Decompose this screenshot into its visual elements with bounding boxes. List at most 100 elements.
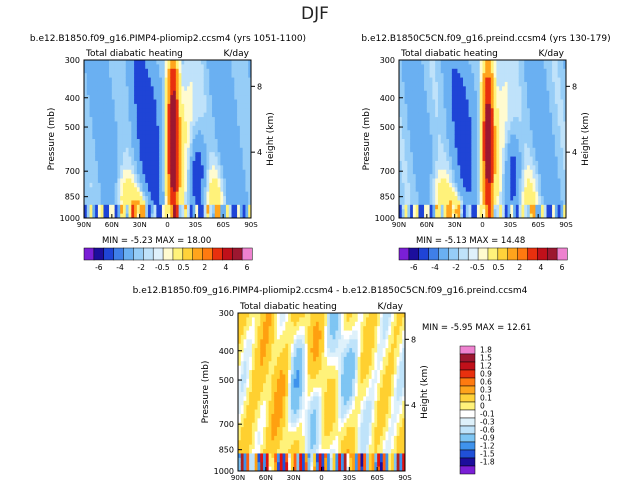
heatmap-cell (404, 174, 408, 179)
heatmap-cell (136, 191, 141, 197)
heatmap-cell (518, 204, 522, 210)
heatmap-cell (263, 457, 267, 463)
heatmap-cell (212, 147, 216, 153)
heatmap-cell (200, 117, 205, 122)
heatmap-cell (538, 200, 542, 206)
heatmap-cell (418, 99, 422, 105)
heatmap-cell (120, 112, 124, 118)
heatmap-cell (117, 112, 121, 118)
heatmap-cell (195, 99, 199, 105)
heatmap-cell (145, 200, 149, 206)
heatmap-cell (228, 174, 232, 179)
heatmap-cell (557, 169, 561, 175)
heatmap-cell (493, 160, 497, 166)
heatmap-cell (192, 134, 196, 140)
heatmap-cell (254, 400, 258, 406)
heatmap-cell (515, 117, 520, 122)
heatmap-cell (237, 178, 241, 184)
heatmap-cell (507, 86, 511, 92)
heatmap-cell (254, 387, 258, 393)
heatmap-cell (435, 130, 439, 136)
heatmap-cell (86, 200, 90, 206)
heatmap-cell (181, 204, 185, 210)
heatmap-cell (426, 112, 431, 118)
heatmap-cell (164, 139, 168, 144)
heatmap-cell (482, 125, 486, 131)
heatmap-cell (114, 99, 118, 105)
heatmap-cell (225, 68, 230, 74)
heatmap-cell (111, 200, 116, 206)
heatmap-cell (432, 160, 436, 166)
heatmap-cell (131, 139, 135, 144)
heatmap-cell (178, 99, 182, 105)
heatmap-cell (234, 68, 238, 74)
heatmap-cell (212, 165, 216, 171)
heatmap-cell (153, 108, 157, 114)
heatmap-cell (451, 73, 456, 78)
heatmap-cell (231, 160, 235, 166)
heatmap-cell (426, 174, 431, 179)
heatmap-cell (552, 103, 556, 109)
heatmap-cell (463, 108, 467, 114)
heatmap-cell (496, 81, 500, 87)
heatmap-cell (142, 73, 146, 78)
heatmap-cell (518, 139, 522, 144)
heatmap-cell (254, 435, 258, 441)
heatmap-cell (463, 139, 467, 144)
heatmap-cell (271, 457, 275, 463)
heatmap-cell (114, 169, 118, 175)
heatmap-cell (546, 200, 550, 206)
heatmap-cell (220, 117, 224, 122)
heatmap-cell (142, 121, 146, 127)
heatmap-cell (476, 169, 481, 175)
heatmap-cell (249, 326, 253, 331)
heatmap-cell (552, 174, 556, 179)
heatmap-cell (515, 169, 520, 175)
heatmap-cell (265, 374, 270, 380)
heatmap-cell (274, 453, 278, 459)
heatmap-cell (468, 187, 472, 193)
heatmap-cell (243, 453, 247, 459)
heatmap-cell (257, 387, 261, 393)
heatmap-cell (415, 204, 419, 210)
heatmap-cell (513, 121, 517, 127)
x-tick-label: 90S (559, 221, 573, 229)
heatmap-cell (515, 64, 520, 70)
heatmap-cell (139, 77, 143, 83)
heatmap-cell (476, 152, 481, 157)
heatmap-cell (543, 130, 547, 136)
heatmap-cell (529, 90, 533, 96)
heatmap-cell (203, 213, 207, 219)
heatmap-cell (212, 178, 216, 184)
heatmap-cell (251, 413, 256, 419)
heatmap-cell (554, 165, 559, 171)
panel-units: K/day (224, 49, 250, 59)
y-tick-label: 1000 (60, 214, 80, 223)
heatmap-cell (454, 191, 458, 197)
heatmap-cell (125, 213, 129, 219)
heatmap-cell (457, 121, 461, 127)
heatmap-cell (192, 77, 196, 83)
heatmap-cell (125, 204, 129, 210)
heatmap-cell (465, 117, 469, 122)
heatmap-cell (554, 60, 559, 65)
heatmap-cell (529, 95, 533, 100)
heatmap-cell (103, 125, 107, 131)
heatmap-cell (515, 213, 520, 219)
heatmap-cell (249, 378, 253, 384)
heatmap-cell (234, 130, 238, 136)
heatmap-cell (167, 130, 171, 136)
heatmap-cell (97, 60, 102, 65)
heatmap-cell (178, 95, 182, 100)
heatmap-cell (513, 99, 517, 105)
heatmap-cell (407, 90, 411, 96)
heatmap-cell (139, 209, 143, 215)
heatmap-cell (145, 103, 149, 109)
heatmap-cell (415, 139, 419, 144)
heatmap-cell (499, 121, 503, 127)
heatmap-cell (432, 125, 436, 131)
heatmap-cell (92, 156, 96, 162)
heatmap-cell (178, 213, 182, 219)
heatmap-cell (527, 68, 531, 74)
heatmap-cell (231, 130, 235, 136)
